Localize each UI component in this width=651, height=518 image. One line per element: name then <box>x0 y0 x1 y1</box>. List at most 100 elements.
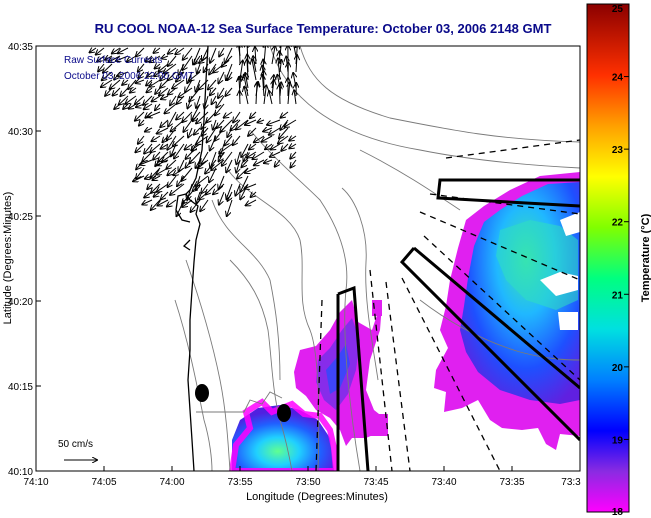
current-vector <box>218 87 225 98</box>
map-plot-area: Raw Surface Currents October 03, 2006 22… <box>36 46 580 471</box>
current-vector <box>156 159 169 165</box>
current-vector <box>96 47 105 55</box>
current-vector <box>144 191 153 198</box>
y-tick-label: 40:35 <box>8 42 33 53</box>
current-vector <box>213 63 225 72</box>
current-vector <box>153 151 161 160</box>
current-vector <box>145 128 153 132</box>
current-vector <box>175 47 185 54</box>
current-vector <box>201 151 209 164</box>
current-vector <box>153 48 161 53</box>
current-vector <box>219 175 225 189</box>
current-vector <box>198 159 209 168</box>
current-vector <box>135 143 145 152</box>
sampling-box-vertical <box>336 285 370 471</box>
current-vector <box>248 127 257 136</box>
current-vector <box>176 71 185 82</box>
current-vector <box>162 135 169 142</box>
current-vector <box>168 55 177 66</box>
current-vector <box>251 192 257 197</box>
current-vector <box>171 119 185 131</box>
bathymetry-contours <box>174 46 580 471</box>
current-vector <box>201 127 209 136</box>
y-tick-label: 40:25 <box>8 212 33 223</box>
current-vector <box>270 151 281 157</box>
current-vector <box>177 95 185 104</box>
radial-dashed-lines <box>315 139 580 471</box>
current-vector <box>150 143 161 152</box>
current-vector <box>239 91 240 105</box>
current-vector <box>181 167 193 181</box>
colorbar <box>586 3 630 513</box>
current-vector <box>168 87 177 95</box>
current-vector <box>279 127 289 138</box>
y-axis: 40:35 40:30 40:25 40:20 40:15 40:10 <box>8 42 41 478</box>
current-vector <box>120 87 129 96</box>
current-vector <box>142 199 153 204</box>
current-vector <box>193 111 201 121</box>
colorbar-ticks: 25 24 23 22 21 20 19 18 <box>612 3 629 518</box>
current-vector <box>90 48 97 52</box>
current-vector <box>185 151 193 159</box>
colorbar-tick-label: 20 <box>612 363 624 374</box>
chart-title: RU COOL NOAA-12 Sea Surface Temperature:… <box>95 21 552 36</box>
current-vector <box>236 151 240 164</box>
current-vector <box>215 103 225 115</box>
current-vector <box>144 143 153 154</box>
colorbar-tick-label: 19 <box>612 435 624 446</box>
current-vector <box>135 111 145 121</box>
current-vector <box>250 111 257 118</box>
current-vector <box>224 111 233 118</box>
colorbar-label: Temperature (°C) <box>640 213 651 302</box>
current-vector <box>256 83 257 105</box>
current-vector <box>201 183 209 193</box>
current-vector <box>272 46 275 65</box>
buoy-marker-west <box>195 384 209 402</box>
current-vector <box>97 55 105 62</box>
current-vector <box>227 71 232 80</box>
current-vector <box>271 143 281 150</box>
current-vector <box>227 199 233 216</box>
current-vector <box>160 71 169 81</box>
current-vector <box>219 191 225 205</box>
current-vector <box>156 167 169 175</box>
current-vector <box>139 119 144 126</box>
current-vector <box>152 135 161 141</box>
current-vector <box>105 87 113 96</box>
current-vector <box>245 183 257 189</box>
current-vector <box>196 135 209 145</box>
current-vector <box>171 143 177 156</box>
current-vector <box>177 175 185 186</box>
current-vector <box>236 159 240 173</box>
current-vector <box>224 135 233 145</box>
current-vector <box>160 119 169 127</box>
current-vector <box>103 63 113 73</box>
y-tick-label: 40:20 <box>8 297 33 308</box>
current-vector <box>127 55 137 62</box>
current-vector <box>147 72 152 77</box>
current-vector <box>136 47 145 56</box>
colorbar-tick-label: 18 <box>612 507 624 518</box>
current-vector <box>296 55 297 73</box>
current-vector <box>213 183 225 194</box>
current-vector <box>218 71 225 83</box>
current-vector <box>290 151 297 159</box>
current-vector <box>194 127 201 135</box>
y-tick-label: 40:10 <box>8 467 33 478</box>
current-vector <box>190 199 201 212</box>
current-vector <box>233 135 241 145</box>
current-vector <box>154 72 161 76</box>
current-vector <box>114 104 121 109</box>
current-vector <box>281 143 289 151</box>
current-vector <box>167 127 177 140</box>
current-vector <box>210 47 217 63</box>
current-vector <box>219 47 225 56</box>
current-vector <box>246 199 257 205</box>
current-vector <box>170 95 177 105</box>
current-vector <box>164 63 177 73</box>
current-vector <box>172 79 185 88</box>
current-vector <box>150 55 161 62</box>
current-vector <box>245 167 257 173</box>
current-vector <box>178 87 193 97</box>
